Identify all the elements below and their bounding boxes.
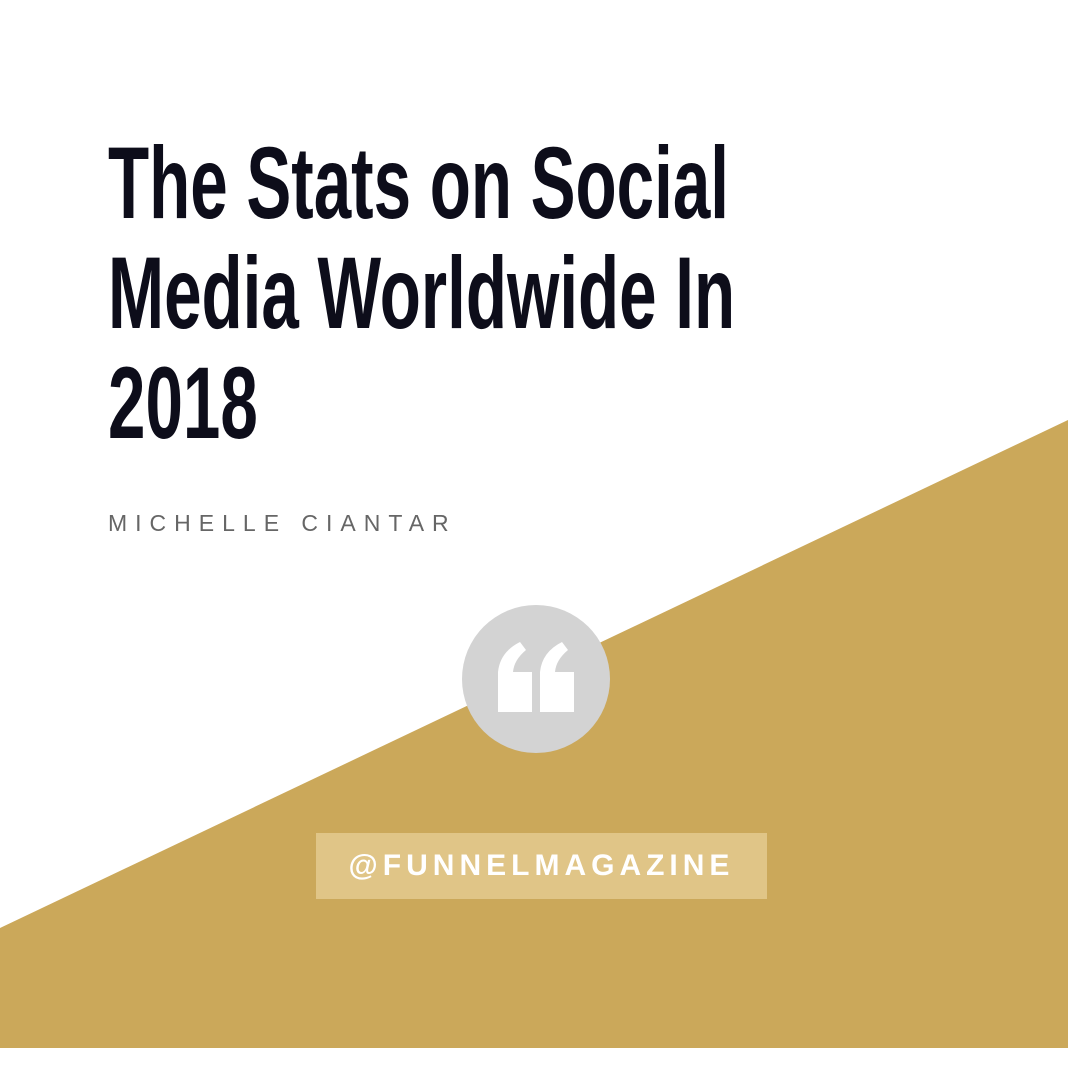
title: The Stats on Social Media Worldwide In 2…	[108, 128, 1058, 458]
quote-icon	[498, 642, 574, 712]
title-line: Media Worldwide In	[108, 236, 736, 350]
title-line: The Stats on Social	[108, 126, 729, 240]
handle-box: @FUNNELMAGAZINE	[316, 833, 767, 899]
handle: @FUNNELMAGAZINE	[348, 849, 735, 882]
quote-badge	[462, 605, 610, 753]
title-line: 2018	[108, 346, 258, 460]
author: MICHELLE CIANTAR	[108, 510, 457, 536]
